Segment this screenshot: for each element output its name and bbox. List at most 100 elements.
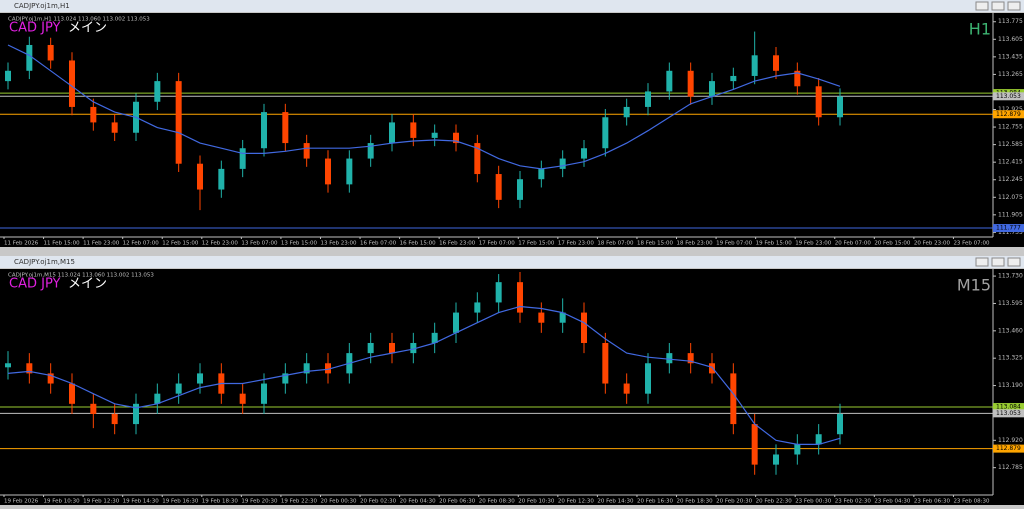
window-title: CADJPY.oj1m,M15 — [14, 258, 75, 266]
y-tick-label: 112.785 — [998, 464, 1023, 471]
x-tick-label: 11 Feb 2026 — [4, 241, 39, 247]
candle-body — [815, 434, 822, 445]
candle-body — [709, 81, 715, 97]
timeframe-label: H1 — [969, 20, 991, 39]
title-bar — [0, 256, 1024, 268]
x-tick-label: 20 Feb 12:30 — [558, 499, 595, 505]
candle-body — [325, 363, 331, 374]
x-tick-label: 12 Feb 23:00 — [202, 241, 239, 247]
maximize-button[interactable] — [991, 1, 1005, 11]
x-tick-label: 16 Feb 23:00 — [439, 241, 476, 247]
level-tag — [993, 409, 1024, 418]
candle-body — [5, 70, 11, 82]
candle-body — [751, 424, 758, 465]
candle-body — [239, 148, 246, 169]
level-label: 112.879 — [996, 111, 1021, 118]
candle-body — [453, 312, 459, 333]
minimize-button[interactable] — [975, 1, 989, 11]
info-line: CADJPY.oj1m,M15 113.024 113.060 113.002 … — [8, 273, 154, 279]
candle-body — [389, 342, 395, 354]
candle-body — [303, 143, 310, 159]
maximize-button[interactable] — [991, 257, 1005, 267]
candle-body — [602, 342, 609, 384]
y-tick-label: 113.775 — [998, 18, 1023, 25]
x-tick-label: 18 Feb 15:00 — [637, 241, 674, 247]
x-tick-label: 23 Feb 08:30 — [953, 499, 990, 505]
candle-body — [474, 302, 481, 313]
candle-body — [730, 75, 737, 82]
candle-body — [773, 55, 779, 71]
x-tick-label: 20 Feb 16:30 — [637, 499, 674, 505]
y-tick-label: 113.190 — [998, 382, 1023, 389]
candle-body — [794, 70, 801, 87]
close-button[interactable] — [1007, 1, 1021, 11]
candle-body — [431, 332, 438, 343]
x-tick-label: 13 Feb 07:00 — [241, 241, 278, 247]
candle-body — [325, 158, 331, 185]
x-tick-label: 19 Feb 2026 — [4, 499, 39, 505]
symbol-label: CAD JPY — [9, 21, 61, 36]
symbol-sublabel: メイン — [68, 21, 107, 36]
candle-body — [367, 342, 374, 354]
candle-body — [389, 122, 395, 144]
y-tick-label: 112.585 — [998, 141, 1023, 148]
candle-body — [645, 363, 651, 394]
candle-body — [47, 44, 54, 61]
candle-body — [239, 393, 246, 404]
x-tick-label: 19 Feb 20:30 — [241, 499, 278, 505]
candle-body — [90, 106, 97, 123]
x-tick-label: 23 Feb 04:30 — [874, 499, 911, 505]
candle-body — [602, 117, 609, 149]
x-tick-label: 18 Feb 23:00 — [677, 241, 714, 247]
x-tick-label: 19 Feb 23:00 — [795, 241, 832, 247]
close-button[interactable] — [1007, 257, 1021, 267]
candle-body — [261, 112, 267, 149]
candle-body — [709, 363, 715, 374]
candle-body — [559, 158, 566, 169]
info-line: CADJPY.oj1m,H1 113.024 113.060 113.002 1… — [8, 17, 150, 23]
y-tick-label: 113.595 — [998, 300, 1023, 307]
candle-body — [495, 282, 502, 303]
x-tick-label: 20 Feb 00:30 — [320, 499, 357, 505]
x-tick-label: 23 Feb 06:30 — [914, 499, 951, 505]
x-tick-label: 23 Feb 02:30 — [835, 499, 872, 505]
chart-area — [0, 269, 1024, 505]
y-tick-label: 111.735 — [998, 229, 1023, 236]
moving-average — [7, 44, 841, 170]
candle-body — [5, 363, 11, 368]
candle-body — [645, 91, 651, 107]
candle-body — [175, 383, 182, 394]
level-label: 113.084 — [996, 404, 1021, 411]
candle-body — [751, 55, 758, 76]
candle-body — [26, 44, 33, 71]
x-tick-label: 20 Feb 04:30 — [400, 499, 437, 505]
candle-body — [346, 158, 353, 185]
candle-body — [730, 373, 737, 425]
candle-body — [495, 174, 502, 200]
x-tick-label: 20 Feb 18:30 — [677, 499, 714, 505]
x-tick-label: 19 Feb 22:30 — [281, 499, 318, 505]
candle-body — [837, 96, 843, 118]
x-tick-label: 16 Feb 07:00 — [360, 241, 397, 247]
x-tick-label: 19 Feb 07:00 — [716, 241, 753, 247]
x-tick-label: 12 Feb 15:00 — [162, 241, 199, 247]
level-tag — [993, 92, 1024, 101]
level-tag — [993, 224, 1024, 233]
moving-average — [7, 305, 841, 445]
level-label: 111.777 — [996, 225, 1021, 232]
y-tick-label: 113.730 — [998, 273, 1023, 280]
level-tag — [993, 444, 1024, 453]
y-tick-label: 113.435 — [998, 53, 1023, 60]
title-bar — [0, 0, 1024, 12]
candle-body — [687, 353, 694, 364]
candle-body — [687, 70, 694, 97]
candle-body — [559, 312, 566, 323]
window-title: CADJPY.oj1m,H1 — [14, 2, 70, 10]
x-tick-label: 12 Feb 07:00 — [123, 241, 160, 247]
minimize-button[interactable] — [975, 257, 989, 267]
candle-body — [69, 383, 75, 404]
candle-body — [111, 413, 118, 425]
candle-body — [773, 454, 779, 465]
candle-body — [517, 282, 523, 313]
